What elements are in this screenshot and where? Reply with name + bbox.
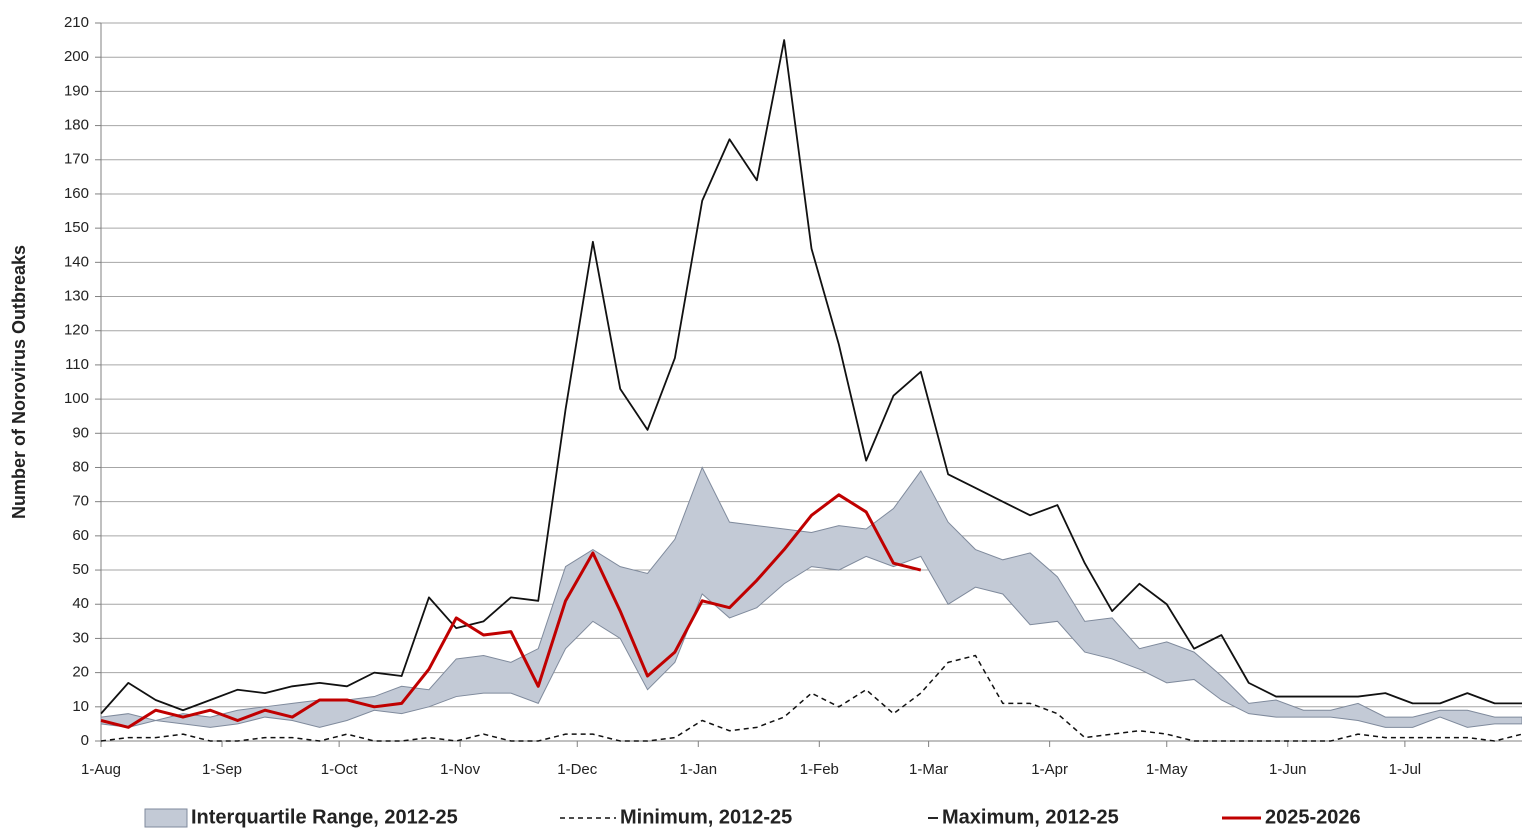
x-tick-label: 1-Mar <box>909 761 948 778</box>
y-tick-label: 120 <box>64 322 89 339</box>
iqr-band <box>100 466 1522 728</box>
y-tick-label: 10 <box>72 698 89 715</box>
y-tick-label: 50 <box>72 561 89 578</box>
y-tick-label: 170 <box>64 151 89 168</box>
y-tick-label: 210 <box>64 14 89 31</box>
x-tick-label: 1-Nov <box>440 761 481 778</box>
y-tick-label: 40 <box>72 595 89 612</box>
y-tick-label: 200 <box>64 48 89 65</box>
y-tick-label: 100 <box>64 390 89 407</box>
series-line <box>100 493 922 729</box>
y-tick-label: 30 <box>72 629 89 646</box>
x-tick-label: 1-Dec <box>557 761 598 778</box>
x-tick-label: 1-Jul <box>1389 761 1422 778</box>
legend-label: Interquartile Range, 2012-25 <box>191 806 458 828</box>
y-tick-label: 110 <box>65 356 89 373</box>
series-line <box>100 39 1522 715</box>
y-tick-label: 160 <box>64 185 89 202</box>
y-tick-label: 20 <box>72 664 89 681</box>
legend-label: 2025-2026 <box>1265 806 1361 828</box>
x-tick-label: 1-May <box>1146 761 1188 778</box>
y-tick-label: 190 <box>64 82 89 99</box>
y-tick-label: 90 <box>72 424 89 441</box>
x-tick-label: 1-Aug <box>81 761 121 778</box>
y-tick-label: 130 <box>64 287 89 304</box>
legend-swatch <box>144 808 188 828</box>
y-tick-label: 80 <box>72 458 89 475</box>
legend-label: Minimum, 2012-25 <box>620 806 792 828</box>
series-line <box>100 654 1522 742</box>
y-tick-label: 0 <box>81 732 89 749</box>
legend-label: Maximum, 2012-25 <box>942 806 1119 828</box>
y-tick-label: 70 <box>72 493 89 510</box>
x-tick-label: 1-Jun <box>1269 761 1307 778</box>
y-tick-label: 60 <box>72 527 89 544</box>
x-tick-label: 1-Jan <box>680 761 718 778</box>
y-tick-label: 140 <box>64 253 89 270</box>
x-tick-label: 1-Sep <box>202 761 242 778</box>
x-tick-label: 1-Feb <box>800 761 839 778</box>
y-tick-label: 180 <box>64 117 89 134</box>
x-tick-label: 1-Oct <box>321 761 359 778</box>
x-tick-label: 1-Apr <box>1031 761 1068 778</box>
y-axis-title: Number of Norovirus Outbreaks <box>9 245 29 519</box>
y-tick-label: 150 <box>64 219 89 236</box>
